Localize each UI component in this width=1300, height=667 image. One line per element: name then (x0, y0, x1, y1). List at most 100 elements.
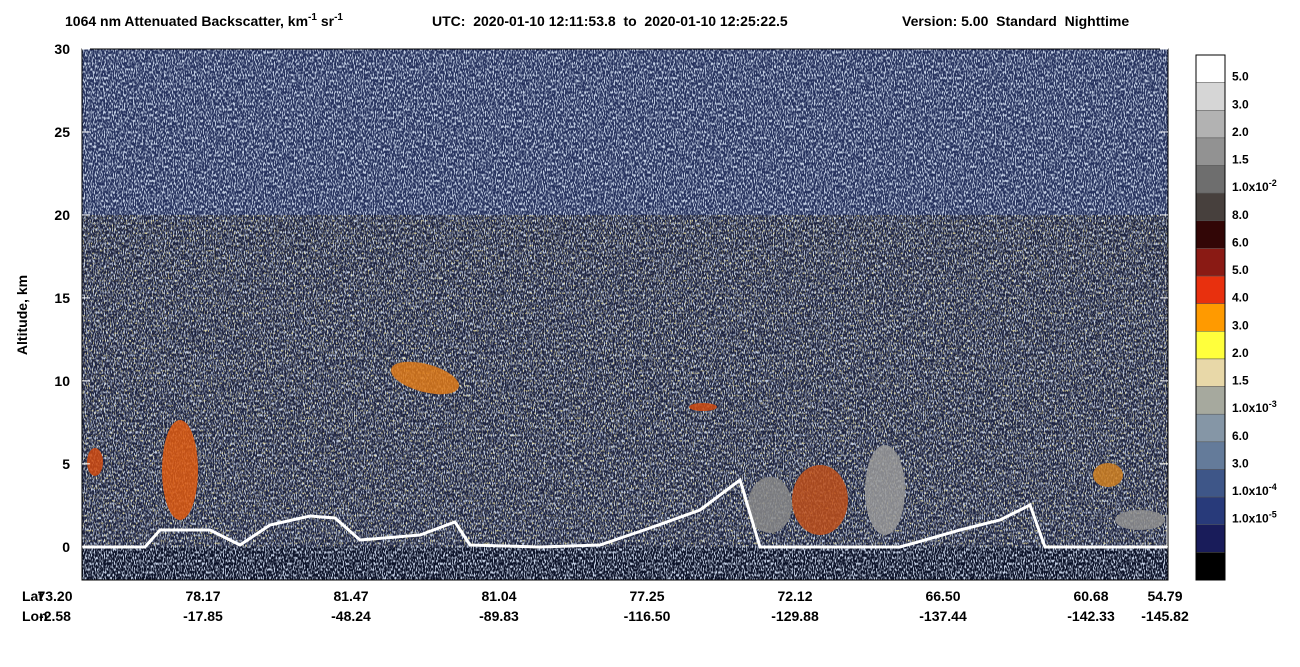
colorbar-label-text: 5.0 (1232, 263, 1249, 277)
lon-label: -129.88 (771, 608, 819, 624)
colorbar-label-text: 3.0 (1232, 456, 1249, 470)
colorbar-label: 1.5 (1232, 153, 1249, 167)
colorbar-label-text: 4.0 (1232, 291, 1249, 305)
colorbar-swatch (1195, 524, 1226, 553)
lat-label: 78.17 (185, 588, 220, 604)
time-range: UTC: 2020-01-10 12:11:53.8 to 2020-01-10… (432, 13, 788, 29)
colorbar-label-text: 5.0 (1232, 70, 1249, 84)
lat-label: 77.25 (629, 588, 664, 604)
lat-label: 73.20 (37, 588, 72, 604)
x-axis-labels: Lat Lon 73.20 -2.58 78.17 -17.85 81.47 -48.24… (22, 588, 1189, 624)
colorbar-swatch (1195, 82, 1226, 111)
chart-title: 1064 nm Attenuated Backscatter, km-1 sr-… (65, 12, 343, 29)
plot-frame (81, 48, 1169, 581)
colorbar-label-text: 3.0 (1232, 97, 1249, 111)
colorbar-label-text: 3.0 (1232, 318, 1249, 332)
y-tick-label: 20 (54, 207, 70, 223)
colorbar-label: 6.0 (1232, 429, 1249, 443)
colorbar-swatch (1195, 165, 1226, 194)
lon-label: -137.44 (919, 608, 967, 624)
colorbar-label: 2.0 (1232, 125, 1249, 139)
colorbar-label-text: 1.0x10 (1232, 180, 1269, 194)
colorbar-label: 3.0 (1232, 318, 1249, 332)
colorbar-label: 8.0 (1232, 208, 1249, 222)
lon-label: -116.50 (624, 608, 671, 624)
lat-label: 66.50 (925, 588, 960, 604)
colorbar-swatch (1195, 303, 1226, 332)
colorbar-label-sup: -5 (1269, 510, 1277, 520)
colorbar-label-text: 1.0x10 (1232, 512, 1269, 526)
y-axis-label: Altitude, km (14, 275, 30, 355)
lon-label: -48.24 (331, 608, 371, 624)
colorbar-swatch (1195, 469, 1226, 498)
colorbar-swatch (1195, 331, 1226, 360)
colorbar-label-sup: -4 (1269, 482, 1277, 492)
colorbar-swatch (1195, 496, 1226, 525)
y-tick-label: 30 (54, 41, 70, 57)
colorbar-label: 1.5 (1232, 374, 1249, 388)
colorbar-swatch (1195, 552, 1226, 581)
lat-label: 81.04 (481, 588, 516, 604)
title-sup: -1 (334, 12, 343, 23)
colorbar-label-text: 1.0x10 (1232, 401, 1269, 415)
colorbar-label: 1.0x10-4 (1232, 482, 1277, 498)
colorbar-label: 3.0 (1232, 456, 1249, 470)
lon-label: -2.58 (39, 608, 71, 624)
colorbar-label-text: 1.0x10 (1232, 484, 1269, 498)
lon-label: -17.85 (183, 608, 223, 624)
colorbar-label: 4.0 (1232, 291, 1249, 305)
colorbar-label: 1.0x10-5 (1232, 510, 1277, 526)
lat-label: 54.79 (1147, 588, 1182, 604)
x-row-label: Lon (22, 608, 48, 624)
colorbar-label-sup: -2 (1269, 178, 1277, 188)
colorbar-swatch (1195, 192, 1226, 222)
colorbar-swatch (1195, 386, 1226, 415)
colorbar-label-text: 2.0 (1232, 125, 1249, 139)
lon-label: -89.83 (479, 608, 519, 624)
colorbar-label-text: 2.0 (1232, 346, 1249, 360)
y-tick-label: 0 (62, 539, 70, 555)
lat-label: 72.12 (777, 588, 812, 604)
x-row-label: Lat (22, 588, 43, 604)
title-text: 1064 nm Attenuated Backscatter, km (65, 13, 308, 29)
lat-label: 81.47 (333, 588, 368, 604)
colorbar-label: 2.0 (1232, 346, 1249, 360)
cloud-features (87, 361, 1165, 535)
colorbar-label-sup: -3 (1269, 399, 1277, 409)
surface-line (82, 477, 1170, 549)
y-tick-label: 10 (54, 373, 70, 389)
colorbar-label-text: 6.0 (1232, 235, 1249, 249)
colorbar-swatch (1195, 413, 1226, 443)
lon-label: -142.33 (1067, 608, 1115, 624)
title-text: sr (317, 13, 335, 29)
plot-area (81, 48, 1170, 581)
colorbar-swatch (1195, 137, 1226, 166)
texture (82, 215, 1168, 547)
colorbar-swatch (1195, 220, 1226, 249)
lon-label: -145.82 (1141, 608, 1189, 624)
colorbar-label: 6.0 (1232, 235, 1249, 249)
lat-label: 60.68 (1073, 588, 1108, 604)
colorbar-label: 3.0 (1232, 97, 1249, 111)
y-tick-label: 25 (54, 124, 70, 140)
colorbar-swatch (1195, 54, 1226, 83)
colorbar-swatch (1195, 441, 1226, 470)
colorbar-label: 5.0 (1232, 70, 1249, 84)
colorbar-swatch (1195, 358, 1226, 387)
colorbar-label-text: 8.0 (1232, 208, 1249, 222)
colorbar-label: 5.0 (1232, 263, 1249, 277)
colorbar-label-text: 1.5 (1232, 153, 1249, 167)
y-tick-label: 5 (62, 456, 70, 472)
colorbar-swatch (1195, 110, 1226, 139)
title-sup: -1 (308, 12, 317, 23)
colorbar-swatch (1195, 248, 1226, 277)
colorbar-swatch (1195, 275, 1226, 304)
colorbar-label: 1.0x10-3 (1232, 399, 1277, 415)
colorbar-label-text: 1.5 (1232, 374, 1249, 388)
colorbar: 5.03.02.01.51.0x10-28.06.05.04.03.02.01.… (1195, 54, 1277, 581)
colorbar-label: 1.0x10-2 (1232, 178, 1277, 194)
version: Version: 5.00 Standard Nighttime (902, 13, 1129, 29)
colorbar-frame (1195, 54, 1226, 581)
colorbar-label-text: 6.0 (1232, 429, 1249, 443)
